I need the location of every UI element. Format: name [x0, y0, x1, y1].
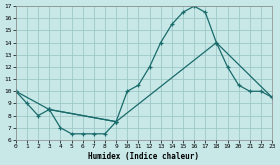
X-axis label: Humidex (Indice chaleur): Humidex (Indice chaleur)	[88, 152, 199, 161]
